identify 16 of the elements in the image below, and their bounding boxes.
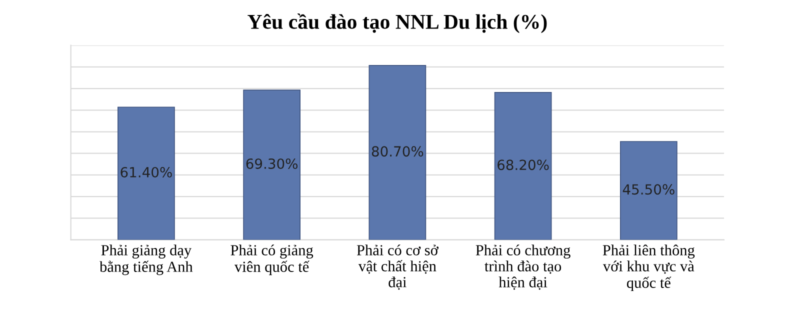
x-tick-label: Phải có chương trình đào tạo hiện đại bbox=[476, 244, 570, 290]
data-label: 45.50% bbox=[622, 184, 674, 195]
x-tick-label: Phải có cơ sở vật chất hiện đại bbox=[356, 244, 439, 290]
data-label: 61.40% bbox=[120, 166, 172, 178]
data-label: 69.30% bbox=[246, 158, 298, 169]
chart-title: Yêu cầu đào tạo NNL Du lịch (%) bbox=[248, 14, 547, 34]
data-label: 80.70% bbox=[372, 146, 424, 157]
bar bbox=[368, 65, 426, 240]
x-tick-label: Phải giảng dạy bằng tiếng Anh bbox=[100, 244, 193, 276]
bar bbox=[118, 106, 175, 240]
x-tick-label: Phải có giảng viên quốc tế bbox=[230, 244, 314, 276]
bar bbox=[243, 90, 300, 240]
x-tick-label: Phải liên thông với khu vực và quốc tế bbox=[602, 244, 695, 292]
data-label: 68.20% bbox=[498, 160, 549, 170]
bar bbox=[620, 141, 678, 240]
bar bbox=[494, 92, 552, 240]
